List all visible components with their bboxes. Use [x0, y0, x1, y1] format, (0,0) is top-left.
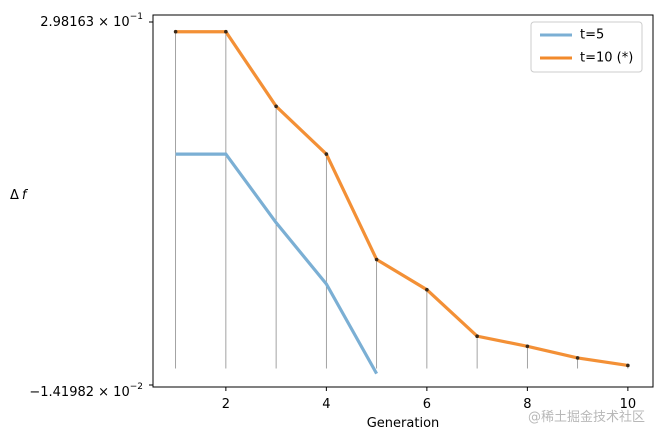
y-tick-label-top: 2.98163 × 10−1: [40, 12, 143, 30]
y-tick-label-bottom-exponent: −2: [130, 382, 143, 392]
series-line-t5: [175, 152, 379, 375]
x-tick-label: 2: [222, 397, 230, 412]
data-point-marker: [626, 363, 630, 368]
x-axis-label: Generation: [367, 416, 440, 431]
x-tick-label: 6: [423, 397, 431, 412]
axes-frame: [152, 14, 654, 388]
x-tick-label: 10: [620, 397, 637, 412]
data-point-marker: [525, 344, 530, 349]
data-point-marker: [173, 29, 178, 34]
markers-layer: [173, 29, 630, 368]
x-tick-label: 4: [322, 397, 330, 412]
watermark: @稀土掘金技术社区: [528, 409, 645, 425]
y-axis-label-f: f: [22, 188, 29, 203]
y-tick-label-top-exponent: −1: [130, 12, 143, 22]
stems-layer: [175, 31, 629, 369]
y-tick-label-bottom-mantissa: −1.41982 × 10: [29, 385, 129, 400]
data-point-marker: [324, 152, 329, 156]
y-tick-label-bottom: −1.41982 × 10−2: [29, 382, 143, 400]
data-point-marker: [274, 104, 278, 109]
legend: t=5 t=10 (*): [530, 21, 643, 73]
data-point-marker: [425, 287, 429, 292]
y-axis-label-delta: Δ: [10, 188, 19, 203]
legend-label-t10: t=10 (*): [580, 51, 633, 66]
data-point-marker: [224, 29, 228, 34]
y-tick-label-top-mantissa: 2.98163 × 10: [40, 15, 129, 30]
x-tick-label: 8: [523, 397, 531, 412]
legend-label-t5: t=5: [580, 28, 604, 43]
data-point-marker: [475, 334, 479, 338]
data-point-marker: [575, 356, 580, 360]
lines-layer: [175, 30, 629, 375]
x-axis-ticks: 2 4 6 8 10: [222, 387, 636, 412]
data-point-marker: [374, 257, 379, 262]
series-line-t10: [175, 30, 629, 368]
